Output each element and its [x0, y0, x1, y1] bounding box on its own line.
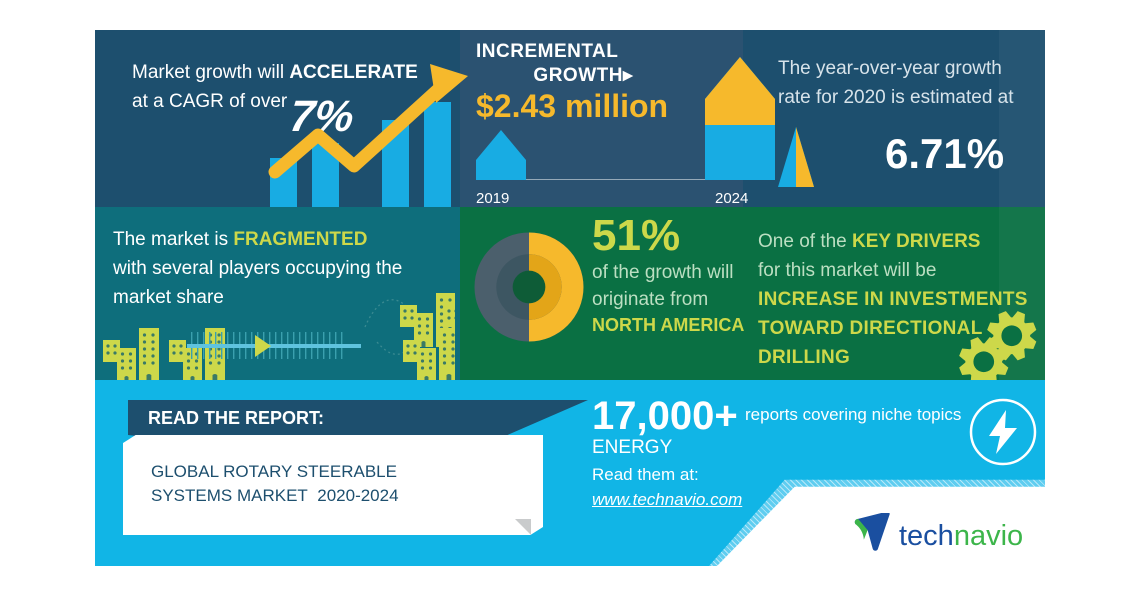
svg-text:technavio: technavio — [899, 520, 1023, 552]
